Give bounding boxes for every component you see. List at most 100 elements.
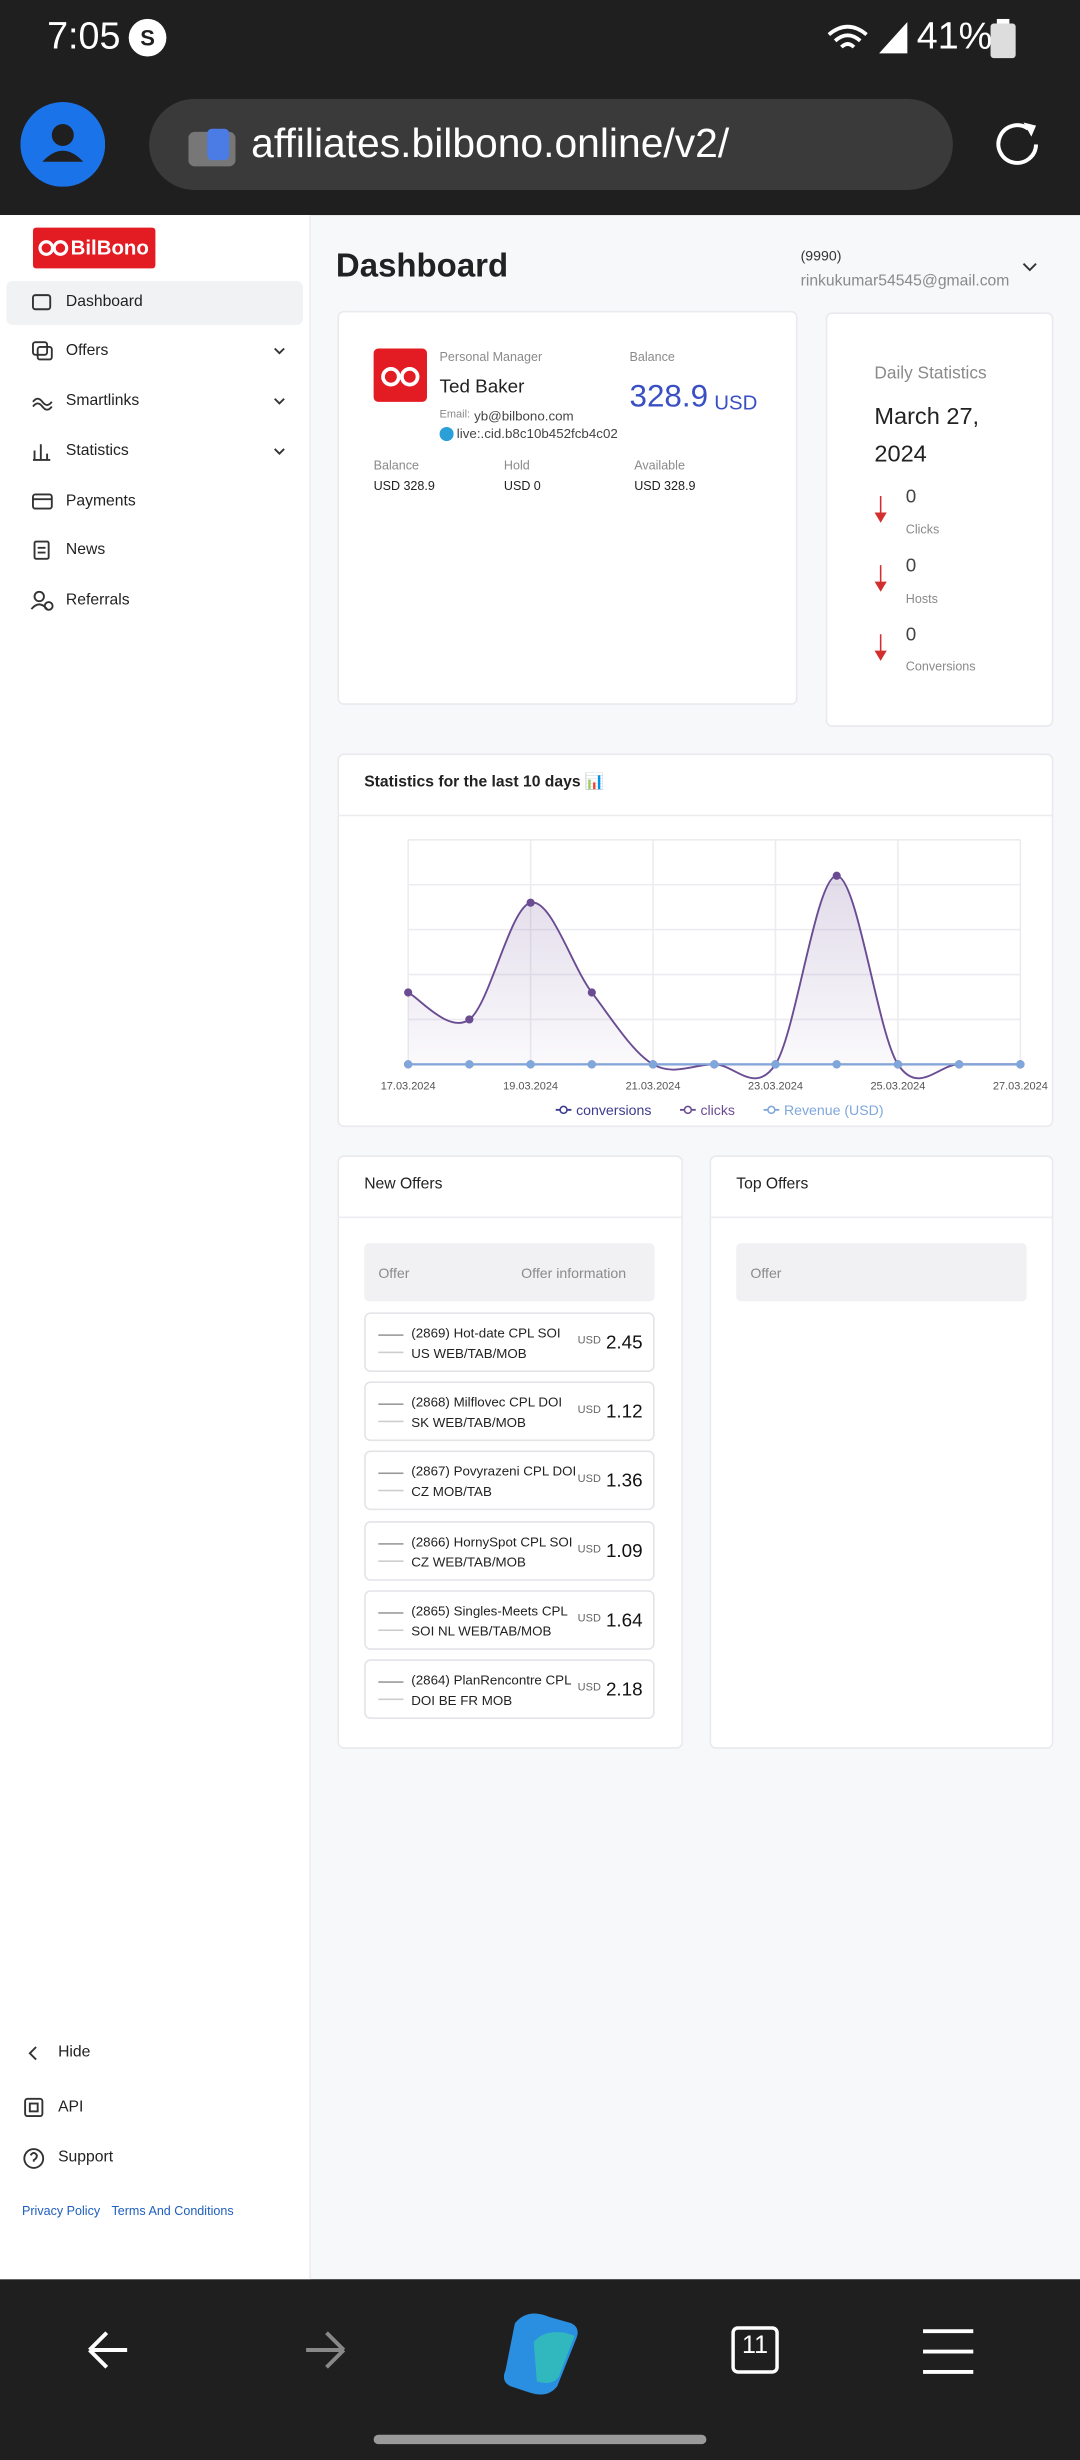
offer-payout: 1.09: [605, 1539, 643, 1562]
offer-payout: 1.12: [605, 1400, 643, 1423]
x-tick-label: 27.03.2024: [993, 1080, 1048, 1092]
summary-currency: USD: [503, 478, 531, 493]
column-header: Offer information: [521, 1265, 627, 1281]
summary-currency: USD: [634, 478, 661, 493]
summary-label: Hold: [503, 458, 530, 473]
stat-value: 0: [905, 485, 917, 508]
sidebar-api[interactable]: API: [58, 2098, 84, 2117]
sidebar: [0, 215, 311, 2280]
summary-currency: USD: [373, 478, 401, 493]
url-text: affiliates.bilbono.online/v2/: [251, 119, 730, 167]
url-bar[interactable]: [149, 98, 953, 190]
offer-currency: USD: [577, 1613, 601, 1625]
offer-row[interactable]: (2866) HornySpot CPL SOI CZ WEB/TAB/MOB U…: [364, 1520, 655, 1581]
balance-value: 328.9: [629, 379, 709, 415]
nav-item[interactable]: Payments: [65, 492, 136, 511]
legend-label: Revenue (USD): [784, 1102, 884, 1118]
logo-mark: [38, 240, 69, 256]
account-menu[interactable]: [1020, 259, 1039, 275]
data-point: [893, 1060, 903, 1069]
data-point: [465, 1060, 474, 1069]
account-id: (9990): [800, 248, 842, 264]
offer-row[interactable]: (2867) Povyrazeni CPL DOI CZ MOB/TAB USD 1…: [364, 1451, 655, 1511]
offer-name: (2868) Milflovec CPL DOI SK WEB/TAB/MOB: [411, 1394, 563, 1431]
series-area: [408, 875, 1021, 1079]
nav-item[interactable]: Dashboard: [65, 293, 143, 311]
x-tick-label: 17.03.2024: [381, 1080, 436, 1092]
offer-name: (2866) HornySpot CPL SOI CZ WEB/TAB/MOB: [411, 1533, 573, 1570]
summary-value: 328.9: [403, 478, 435, 493]
status-icon: S: [128, 18, 167, 57]
manager-skype[interactable]: live:.cid.b8c10b452fcb4c02: [456, 425, 618, 442]
x-tick-label: 19.03.2024: [503, 1080, 558, 1092]
bottom-nav-icons: [88, 2313, 974, 2445]
reload-button[interactable]: [989, 116, 1046, 173]
data-point: [587, 988, 596, 997]
nav-item[interactable]: Offers: [65, 342, 109, 360]
offer-payout: 2.45: [605, 1331, 643, 1354]
stat-label: Hosts: [905, 591, 938, 606]
data-point: [1016, 1060, 1025, 1069]
table-header: [364, 1243, 655, 1302]
sidebar-hide[interactable]: Hide: [58, 2043, 91, 2062]
summary-label: Balance: [373, 458, 420, 473]
offer-currency: USD: [577, 1682, 601, 1694]
status-time: 7:05: [47, 15, 121, 59]
trend-icons: [874, 496, 887, 661]
divider: [337, 1216, 683, 1219]
manager-name: Ted Baker: [439, 375, 525, 398]
offer-thumbnail: [378, 1611, 404, 1631]
data-point: [710, 1060, 719, 1069]
offer-row[interactable]: (2865) Singles-Meets CPL SOI NL WEB/TAB/…: [364, 1589, 655, 1650]
balance-currency: USD: [714, 390, 758, 415]
offer-row[interactable]: (2868) Milflovec CPL DOI SK WEB/TAB/MOB U…: [364, 1381, 655, 1442]
sidebar-support[interactable]: Support: [58, 2149, 114, 2167]
data-point: [832, 871, 841, 880]
column-header: Offer: [750, 1265, 782, 1281]
balance-label: Balance: [629, 350, 675, 365]
chart: 17.03.2024 19.03.2024 21.03.2024 23.03.2024…: [381, 839, 1048, 1118]
offer-thumbnail: [378, 1681, 404, 1701]
offer-payout: 1.64: [605, 1608, 643, 1631]
offer-thumbnail: [378, 1542, 404, 1562]
summary-label: Available: [634, 458, 685, 473]
stat-label: Clicks: [905, 522, 940, 537]
x-tick-label: 21.03.2024: [626, 1080, 681, 1092]
nav-item[interactable]: News: [65, 541, 106, 559]
nav-item[interactable]: Referrals: [65, 591, 130, 610]
legend-label: conversions: [576, 1102, 651, 1118]
sidebar-bottom-icons: [23, 2046, 45, 2169]
nav-item[interactable]: Smartlinks: [65, 392, 140, 410]
divider: [709, 1216, 1054, 1219]
offer-row[interactable]: (2864) PlanRencontre CPL DOI BE FR MOB US…: [364, 1659, 655, 1719]
terms-link[interactable]: Terms And Conditions: [111, 2203, 234, 2219]
page-title: Dashboard: [335, 248, 509, 285]
privacy-link[interactable]: Privacy Policy: [21, 2203, 101, 2219]
data-point: [832, 1060, 841, 1069]
account-email: rinkukumar54545@gmail.com: [800, 273, 1010, 291]
offer-currency: USD: [577, 1335, 601, 1347]
divider: [337, 814, 1054, 817]
offer-name: (2869) Hot-date CPL SOI US WEB/TAB/MOB: [411, 1324, 561, 1362]
nav-item[interactable]: Statistics: [65, 442, 129, 460]
data-point: [587, 1060, 596, 1069]
offer-name: (2865) Singles-Meets CPL SOI NL WEB/TAB/…: [411, 1602, 568, 1639]
battery-icon: [990, 18, 1016, 59]
status-battery: 41%: [916, 15, 993, 59]
profile-avatar[interactable]: [20, 102, 106, 187]
offer-payout: 1.36: [605, 1469, 643, 1492]
nav-icons: [30, 294, 285, 611]
offer-name: (2867) Povyrazeni CPL DOI CZ MOB/TAB: [411, 1463, 577, 1500]
manager-email[interactable]: yb@bilbono.com: [474, 408, 574, 424]
offer-name: (2864) PlanRencontre CPL DOI BE FR MOB: [411, 1671, 572, 1708]
offer-thumbnail: [378, 1334, 404, 1354]
summary-value: 0: [533, 478, 541, 493]
nav-active: [6, 280, 303, 325]
offer-currency: USD: [577, 1474, 601, 1486]
data-point: [465, 1015, 474, 1024]
tab-count[interactable]: 11: [742, 2332, 769, 2360]
offer-currency: USD: [577, 1544, 601, 1556]
offer-row[interactable]: (2869) Hot-date CPL SOI US WEB/TAB/MOB US…: [364, 1312, 655, 1373]
